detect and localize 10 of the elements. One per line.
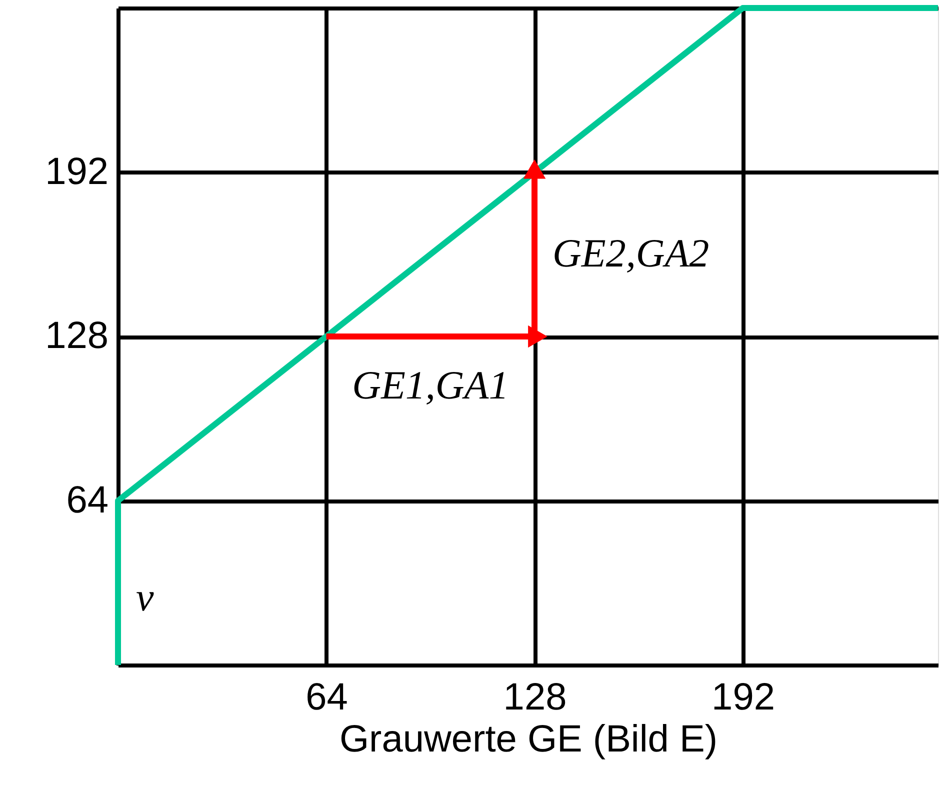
annotation: GE2,GA2 xyxy=(552,230,710,276)
x-axis-title: Grauwerte GE (Bild E) xyxy=(340,718,718,760)
annotation: v xyxy=(136,574,154,620)
y-tick-label: 64 xyxy=(66,479,108,522)
x-tick-label: 192 xyxy=(712,676,775,718)
x-tick-label: 128 xyxy=(503,676,567,718)
y-tick-label: 128 xyxy=(45,315,108,357)
y-tick-label: 192 xyxy=(45,150,108,193)
annotation: GE1,GA1 xyxy=(352,362,509,408)
x-tick-label: 64 xyxy=(306,676,348,718)
